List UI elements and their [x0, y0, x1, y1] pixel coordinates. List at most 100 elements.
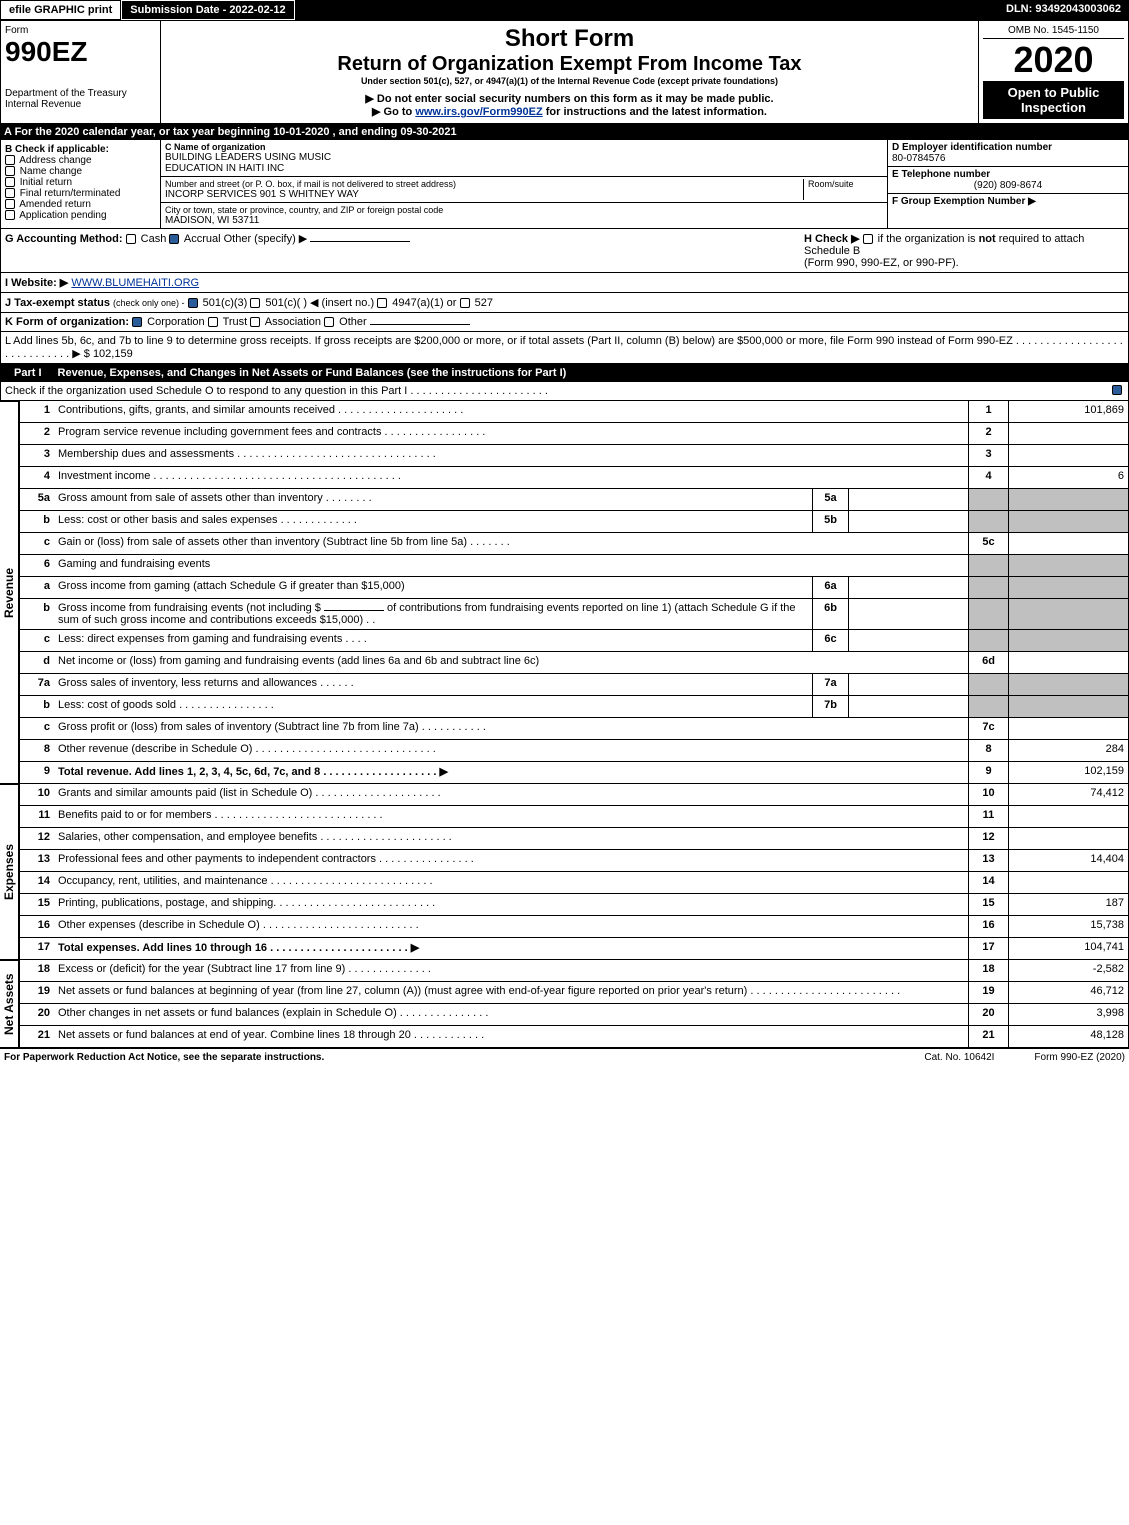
- line-5b-innerval: [848, 511, 968, 532]
- e-tel-label: E Telephone number: [892, 169, 1124, 180]
- c-city-label: City or town, state or province, country…: [165, 205, 883, 215]
- line-21: 21Net assets or fund balances at end of …: [19, 1026, 1129, 1048]
- f-group-label: F Group Exemption Number ▶: [892, 196, 1124, 207]
- line-8-boxnum: 8: [968, 740, 1008, 761]
- line-6b-blank[interactable]: [324, 610, 384, 611]
- line-1-num: 1: [20, 401, 54, 422]
- line-5c: cGain or (loss) from sale of assets othe…: [19, 533, 1129, 555]
- ssn-warning: ▶ Do not enter social security numbers o…: [165, 92, 974, 105]
- part1-check-text: Check if the organization used Schedule …: [5, 385, 1112, 397]
- label-other-org: Other: [339, 316, 367, 328]
- line-11-desc: Benefits paid to or for members . . . . …: [54, 806, 968, 827]
- line-3-value: [1008, 445, 1128, 466]
- goto-pre: ▶ Go to: [372, 106, 415, 118]
- dept-treasury: Department of the Treasury: [5, 88, 156, 99]
- checkbox-schedule-o[interactable]: [1112, 385, 1122, 395]
- line-6-desc: Gaming and fundraising events: [54, 555, 968, 576]
- line-6c-grayval: [1008, 630, 1128, 651]
- other-org-input[interactable]: [370, 324, 470, 325]
- irs-link[interactable]: www.irs.gov/Form990EZ: [415, 106, 542, 118]
- j-label: J Tax-exempt status: [5, 297, 110, 309]
- line-19-boxnum: 19: [968, 982, 1008, 1003]
- checkbox-accrual[interactable]: [169, 234, 179, 244]
- line-6d-num: d: [20, 652, 54, 673]
- line-2-value: [1008, 423, 1128, 444]
- line-6c-graybox: [968, 630, 1008, 651]
- checkbox-trust[interactable]: [208, 317, 218, 327]
- dept-irs: Internal Revenue: [5, 99, 156, 110]
- org-street: INCORP SERVICES 901 S WHITNEY WAY: [165, 189, 803, 200]
- label-address-change: Address change: [19, 155, 91, 166]
- website-link[interactable]: WWW.BLUMEHAITI.ORG: [71, 277, 199, 289]
- ein-value: 80-0784576: [892, 153, 1124, 164]
- part1-header: Part I Revenue, Expenses, and Changes in…: [0, 364, 1129, 382]
- line-7a-innernum: 7a: [812, 674, 848, 695]
- line-5a-desc: Gross amount from sale of assets other t…: [54, 489, 812, 510]
- line-12-num: 12: [20, 828, 54, 849]
- label-other-method: Other (specify) ▶: [224, 233, 308, 245]
- netassets-vertical-label: Net Assets: [0, 960, 19, 1048]
- checkbox-initial[interactable]: [5, 177, 15, 187]
- checkbox-address[interactable]: [5, 155, 15, 165]
- label-501c: 501(c)( ) ◀ (insert no.): [265, 297, 374, 309]
- line-6a-innernum: 6a: [812, 577, 848, 598]
- row-j: J Tax-exempt status (check only one) - 5…: [0, 293, 1129, 313]
- line-10-value: 74,412: [1008, 784, 1128, 805]
- line-14-num: 14: [20, 872, 54, 893]
- checkbox-final[interactable]: [5, 188, 15, 198]
- line-5b-grayval: [1008, 511, 1128, 532]
- line-3: 3Membership dues and assessments . . . .…: [19, 445, 1129, 467]
- checkbox-corp[interactable]: [132, 317, 142, 327]
- line-6: 6Gaming and fundraising events: [19, 555, 1129, 577]
- line-5c-boxnum: 5c: [968, 533, 1008, 554]
- l-value: 102,159: [93, 348, 133, 360]
- line-7a-num: 7a: [20, 674, 54, 695]
- part1-label: Part I: [6, 367, 50, 379]
- c-street-label: Number and street (or P. O. box, if mail…: [165, 179, 803, 189]
- line-1: 1Contributions, gifts, grants, and simil…: [19, 401, 1129, 423]
- line-3-boxnum: 3: [968, 445, 1008, 466]
- goto-line: ▶ Go to www.irs.gov/Form990EZ for instru…: [165, 105, 974, 118]
- checkbox-assoc[interactable]: [250, 317, 260, 327]
- checkbox-other-org[interactable]: [324, 317, 334, 327]
- checkbox-h[interactable]: [863, 234, 873, 244]
- row-k: K Form of organization: Corporation Trus…: [0, 313, 1129, 332]
- line-6d-value: [1008, 652, 1128, 673]
- org-city: MADISON, WI 53711: [165, 215, 883, 226]
- checkbox-527[interactable]: [460, 298, 470, 308]
- checkbox-name[interactable]: [5, 166, 15, 176]
- line-16-value: 15,738: [1008, 916, 1128, 937]
- line-8: 8Other revenue (describe in Schedule O) …: [19, 740, 1129, 762]
- line-11-num: 11: [20, 806, 54, 827]
- line-16-num: 16: [20, 916, 54, 937]
- i-label: I Website: ▶: [5, 277, 68, 289]
- line-6b-innernum: 6b: [812, 599, 848, 629]
- checkbox-4947[interactable]: [377, 298, 387, 308]
- checkbox-cash[interactable]: [126, 234, 136, 244]
- k-label: K Form of organization:: [5, 316, 129, 328]
- row-gh: G Accounting Method: Cash Accrual Other …: [0, 229, 1129, 273]
- line-7c-num: c: [20, 718, 54, 739]
- line-13-value: 14,404: [1008, 850, 1128, 871]
- line-15-num: 15: [20, 894, 54, 915]
- checkbox-pending[interactable]: [5, 210, 15, 220]
- row-i: I Website: ▶ WWW.BLUMEHAITI.ORG: [0, 273, 1129, 293]
- line-14-value: [1008, 872, 1128, 893]
- line-13-desc: Professional fees and other payments to …: [54, 850, 968, 871]
- checkbox-amended[interactable]: [5, 199, 15, 209]
- label-initial-return: Initial return: [20, 177, 72, 188]
- label-527: 527: [475, 297, 493, 309]
- line-7c-boxnum: 7c: [968, 718, 1008, 739]
- line-9-num: 9: [20, 762, 54, 783]
- line-5c-desc: Gain or (loss) from sale of assets other…: [54, 533, 968, 554]
- form-header: Form 990EZ Department of the Treasury In…: [0, 20, 1129, 124]
- line-2-desc: Program service revenue including govern…: [54, 423, 968, 444]
- form-number: 990EZ: [5, 36, 156, 68]
- line-7c-value: [1008, 718, 1128, 739]
- section-h: H Check ▶ if the organization is not req…: [804, 232, 1124, 269]
- checkbox-501c[interactable]: [250, 298, 260, 308]
- other-method-input[interactable]: [310, 241, 410, 242]
- line-7a-grayval: [1008, 674, 1128, 695]
- line-21-boxnum: 21: [968, 1026, 1008, 1047]
- checkbox-501c3[interactable]: [188, 298, 198, 308]
